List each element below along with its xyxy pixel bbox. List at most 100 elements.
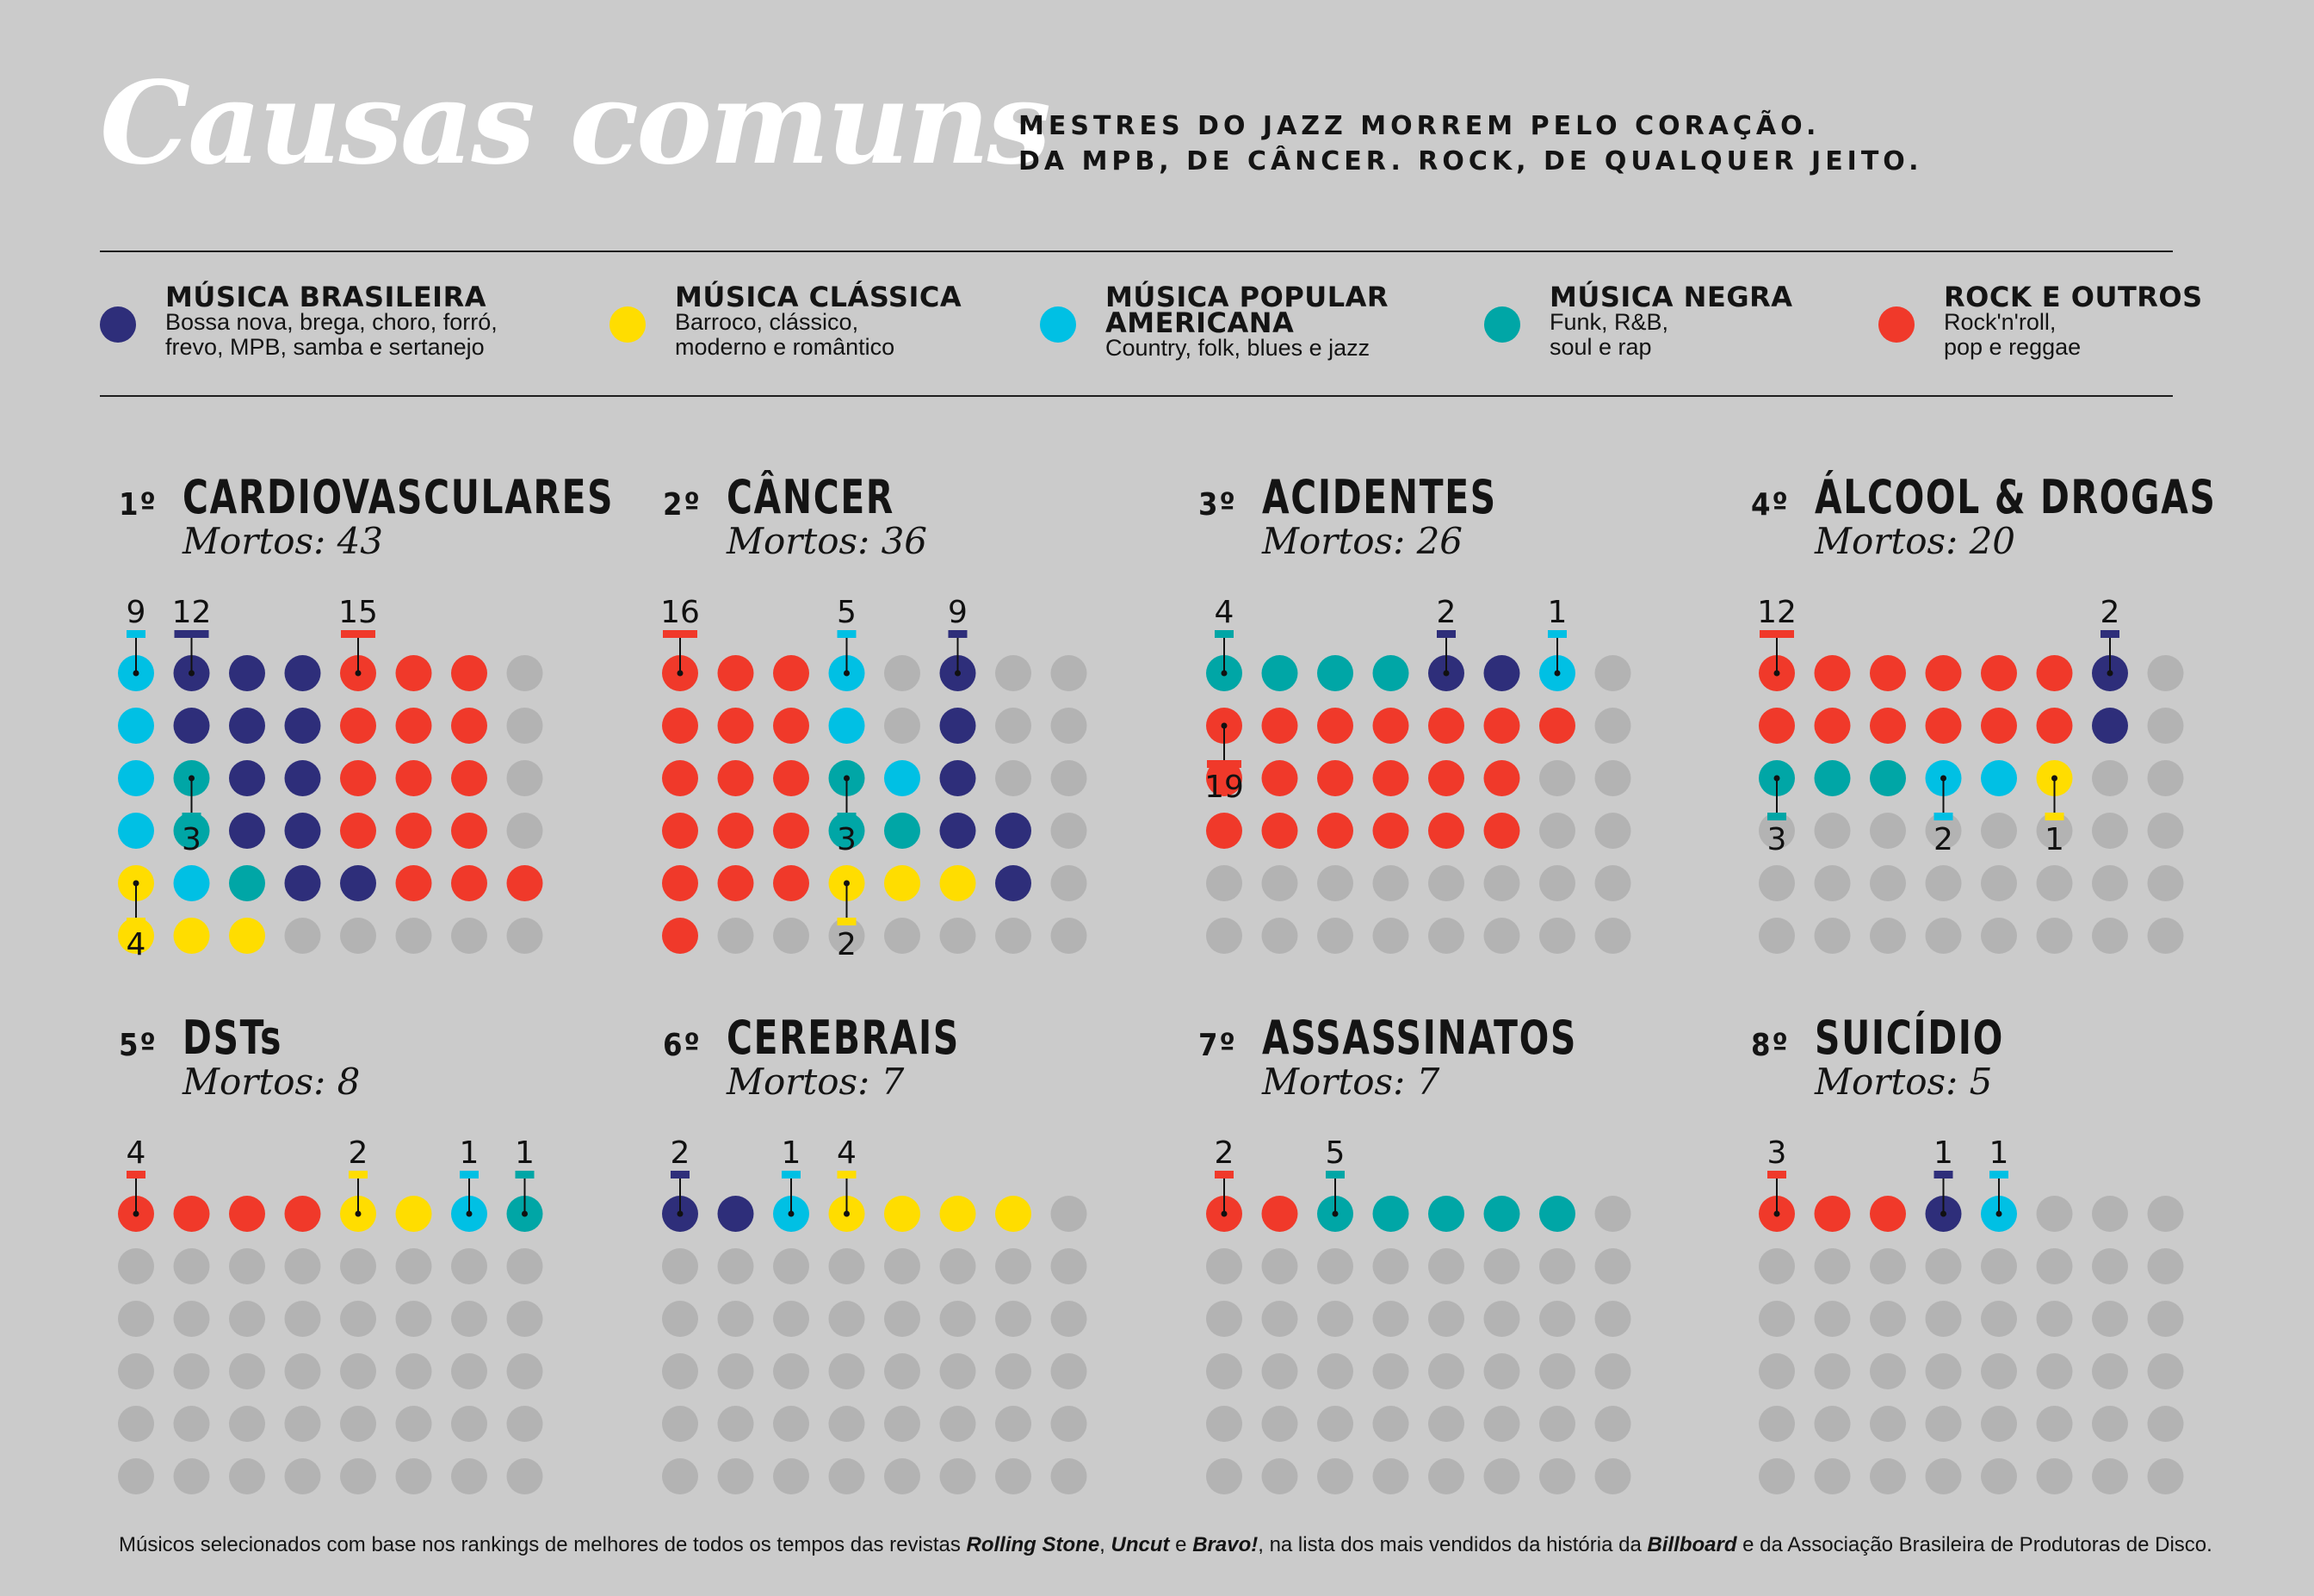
dot-empty	[1759, 918, 1795, 954]
dot-empty	[506, 1248, 543, 1284]
dot-empty	[1981, 865, 2017, 901]
dot-br	[717, 1196, 754, 1232]
dot-empty	[1981, 1301, 2017, 1337]
dot-empty	[1925, 1353, 1962, 1389]
dot-cl	[173, 918, 210, 954]
dot-br	[229, 708, 265, 744]
dot-empty	[773, 1353, 809, 1389]
dot-empty	[1206, 1353, 1242, 1389]
dot-empty	[2092, 1406, 2128, 1442]
dot-empty	[1539, 1301, 1575, 1337]
chart-title: Causas comuns	[100, 57, 1051, 190]
top-divider	[100, 251, 2173, 252]
dot-empty	[284, 918, 321, 954]
dot-empty	[506, 1301, 543, 1337]
dot-br	[340, 865, 376, 901]
dot-empty	[1925, 865, 1962, 901]
dot-empty	[506, 1353, 543, 1389]
dot-rk	[1317, 813, 1353, 849]
callout-value: 1	[1933, 1135, 1953, 1171]
dot-empty	[773, 1248, 809, 1284]
dot-rk	[717, 708, 754, 744]
dot-rk	[340, 813, 376, 849]
callout-anchor	[844, 670, 850, 677]
dot-rk	[1925, 655, 1962, 691]
subtitle-line-1: MESTRES DO JAZZ MORREM PELO CORAÇÃO.	[1018, 111, 1821, 141]
dot-empty	[1925, 813, 1962, 849]
panel-title: CARDIOVASCULARES	[183, 470, 615, 524]
callout-value: 2	[837, 927, 857, 962]
callout-value: 5	[1326, 1135, 1346, 1171]
callout-tick	[671, 1171, 690, 1178]
dot-empty	[1372, 865, 1409, 901]
dot-empty	[1814, 813, 1851, 849]
dot-empty	[1759, 1353, 1795, 1389]
dot-rk	[662, 760, 698, 796]
dot-empty	[1981, 1248, 2017, 1284]
dot-rk	[1925, 708, 1962, 744]
panel-title: SUICÍDIO	[1815, 1011, 2005, 1065]
dot-empty	[884, 655, 920, 691]
dot-empty	[173, 1458, 210, 1494]
dot-empty	[2036, 865, 2073, 901]
dot-empty	[1814, 1248, 1851, 1284]
dot-empty	[1594, 1248, 1631, 1284]
dot-ng	[1372, 655, 1409, 691]
dot-empty	[2147, 918, 2184, 954]
dot-rk	[451, 655, 487, 691]
dot-empty	[1870, 1301, 1906, 1337]
dot-cl	[884, 1196, 920, 1232]
dot-rk	[662, 708, 698, 744]
dot-empty	[2092, 1301, 2128, 1337]
dot-empty	[2036, 1301, 2073, 1337]
dot-empty	[1261, 1458, 1298, 1494]
dot-empty	[2092, 918, 2128, 954]
dot-empty	[1814, 1406, 1851, 1442]
dot-rk	[395, 760, 432, 796]
dot-empty	[2147, 1196, 2184, 1232]
dot-br	[229, 760, 265, 796]
callout-anchor	[1773, 1210, 1780, 1217]
dot-cl	[939, 1196, 976, 1232]
dot-br	[284, 865, 321, 901]
dot-empty	[939, 1458, 976, 1494]
dot-empty	[1870, 1406, 1906, 1442]
callout-value: 19	[1204, 770, 1244, 805]
dot-rk	[1428, 813, 1464, 849]
dot-rk	[173, 1196, 210, 1232]
dot-empty	[340, 1458, 376, 1494]
callout-anchor	[1940, 1210, 1946, 1217]
dot-rk	[1483, 760, 1520, 796]
dot-empty	[1050, 1248, 1087, 1284]
dot-rk	[1372, 813, 1409, 849]
dot-br	[2092, 708, 2128, 744]
dot-empty	[506, 655, 543, 691]
chart-subtitle: MESTRES DO JAZZ MORREM PELO CORAÇÃO. DA …	[1018, 108, 1923, 179]
dot-empty	[662, 1248, 698, 1284]
dot-rk	[717, 865, 754, 901]
dot-rk	[1261, 708, 1298, 744]
dot-empty	[118, 1248, 154, 1284]
legend-name: MÚSICA NEGRA	[1550, 281, 1793, 313]
dot-cl	[995, 1196, 1031, 1232]
callout-anchor	[844, 775, 850, 782]
dot-empty	[939, 1406, 976, 1442]
dot-empty	[717, 1353, 754, 1389]
dot-empty	[1925, 1301, 1962, 1337]
callout-value: 3	[837, 822, 857, 857]
dot-rk	[1261, 1196, 1298, 1232]
dot-empty	[1814, 1353, 1851, 1389]
dot-rk	[662, 918, 698, 954]
legend-name: MÚSICA CLÁSSICA	[675, 281, 962, 313]
dot-rk	[1539, 708, 1575, 744]
callout-tick	[837, 918, 857, 925]
callout-tick	[1207, 760, 1241, 768]
dot-empty	[2147, 865, 2184, 901]
callout-tick	[2101, 630, 2119, 638]
dot-empty	[939, 1353, 976, 1389]
callout-value: 12	[1757, 595, 1797, 630]
callout-tick	[349, 1171, 368, 1178]
dot-empty	[1925, 1406, 1962, 1442]
dot-rk	[1372, 708, 1409, 744]
dot-br	[939, 813, 976, 849]
